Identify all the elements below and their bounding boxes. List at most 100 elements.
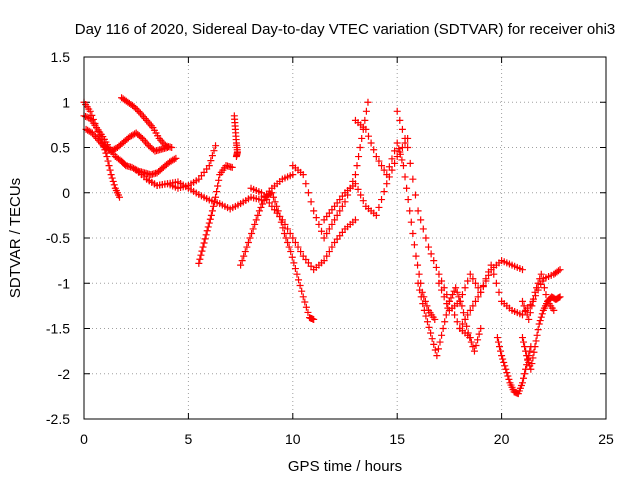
data-point [537, 270, 545, 278]
data-point [312, 214, 320, 222]
data-point [200, 239, 208, 247]
data-point [338, 202, 346, 210]
series-satellite-track-8 [230, 112, 241, 161]
y-tick-label: -2 [58, 366, 71, 382]
data-point [238, 257, 246, 265]
series-satellite-track-15 [414, 279, 485, 360]
data-point [296, 282, 304, 290]
data-point [435, 270, 443, 278]
data-point [401, 173, 409, 181]
data-point [504, 372, 512, 380]
data-point [414, 261, 422, 269]
y-tick-label: 1.5 [51, 49, 71, 65]
data-point [464, 277, 472, 285]
data-point [102, 149, 110, 157]
data-point [526, 309, 534, 317]
y-tick-label: -0.5 [46, 230, 70, 246]
data-point [518, 379, 526, 387]
y-tick-label: 0.5 [51, 140, 71, 156]
data-point [207, 157, 215, 165]
data-point [351, 180, 359, 188]
data-point [93, 124, 101, 132]
data-point [456, 325, 464, 332]
data-point [474, 336, 482, 344]
data-point [534, 279, 542, 287]
data-point [456, 297, 464, 305]
data-point [297, 248, 305, 256]
data-point [285, 243, 293, 251]
data-point [425, 243, 433, 251]
data-point [407, 218, 415, 226]
data-point [505, 375, 513, 383]
data-point [436, 338, 444, 346]
x-tick-label: 10 [285, 431, 301, 447]
data-point [458, 320, 466, 328]
data-point [378, 162, 386, 170]
data-point [518, 297, 526, 305]
data-point [286, 229, 294, 237]
data-point [463, 322, 471, 330]
plot-frame [83, 56, 607, 420]
data-point [469, 275, 477, 283]
data-point [430, 340, 438, 348]
series-satellite-track-16 [435, 257, 526, 314]
data-point [417, 293, 425, 301]
data-point [439, 325, 447, 332]
data-point [494, 338, 502, 346]
data-point [325, 225, 333, 233]
data-point [208, 152, 216, 160]
data-point [336, 207, 344, 215]
data-point [197, 251, 205, 259]
data-point [532, 337, 540, 345]
data-point [310, 315, 318, 323]
data-point [477, 325, 485, 332]
data-point [398, 125, 406, 133]
data-point [396, 150, 404, 158]
series-satellite-track-10 [247, 184, 359, 274]
data-point [556, 266, 564, 274]
data-point [404, 196, 412, 204]
data-point [412, 252, 420, 260]
data-point [203, 227, 211, 235]
data-point [89, 115, 97, 123]
data-point [539, 277, 547, 285]
data-point [430, 257, 438, 265]
data-point [101, 146, 109, 154]
y-tick-label: -1 [58, 275, 71, 291]
data-point [228, 163, 236, 171]
data-point [310, 207, 318, 215]
data-point [464, 329, 472, 337]
data-point [208, 207, 216, 215]
data-point [464, 311, 472, 319]
data-point [498, 352, 506, 360]
data-point [295, 276, 303, 284]
data-point [496, 343, 504, 351]
data-point [288, 253, 296, 261]
series-satellite-track-17 [456, 261, 564, 332]
data-point [143, 140, 151, 148]
data-point [362, 107, 370, 115]
data-point [422, 312, 430, 320]
series-satellite-track-18 [493, 334, 535, 398]
data-point [540, 284, 548, 292]
data-point [419, 225, 427, 233]
data-point [290, 259, 298, 267]
data-point [204, 223, 212, 231]
data-point [499, 355, 507, 363]
data-point [91, 120, 99, 128]
data-point [294, 243, 302, 251]
data-point [414, 279, 422, 287]
data-point [103, 153, 111, 161]
data-point [248, 229, 256, 237]
data-point [304, 308, 312, 316]
data-point [538, 310, 546, 318]
data-point [243, 243, 251, 251]
data-point [482, 275, 490, 283]
data-point [472, 297, 479, 305]
data-point [383, 180, 391, 188]
data-point [492, 279, 500, 287]
data-point [287, 248, 295, 256]
data-point [458, 291, 466, 299]
series-satellite-track-4 [118, 94, 176, 151]
